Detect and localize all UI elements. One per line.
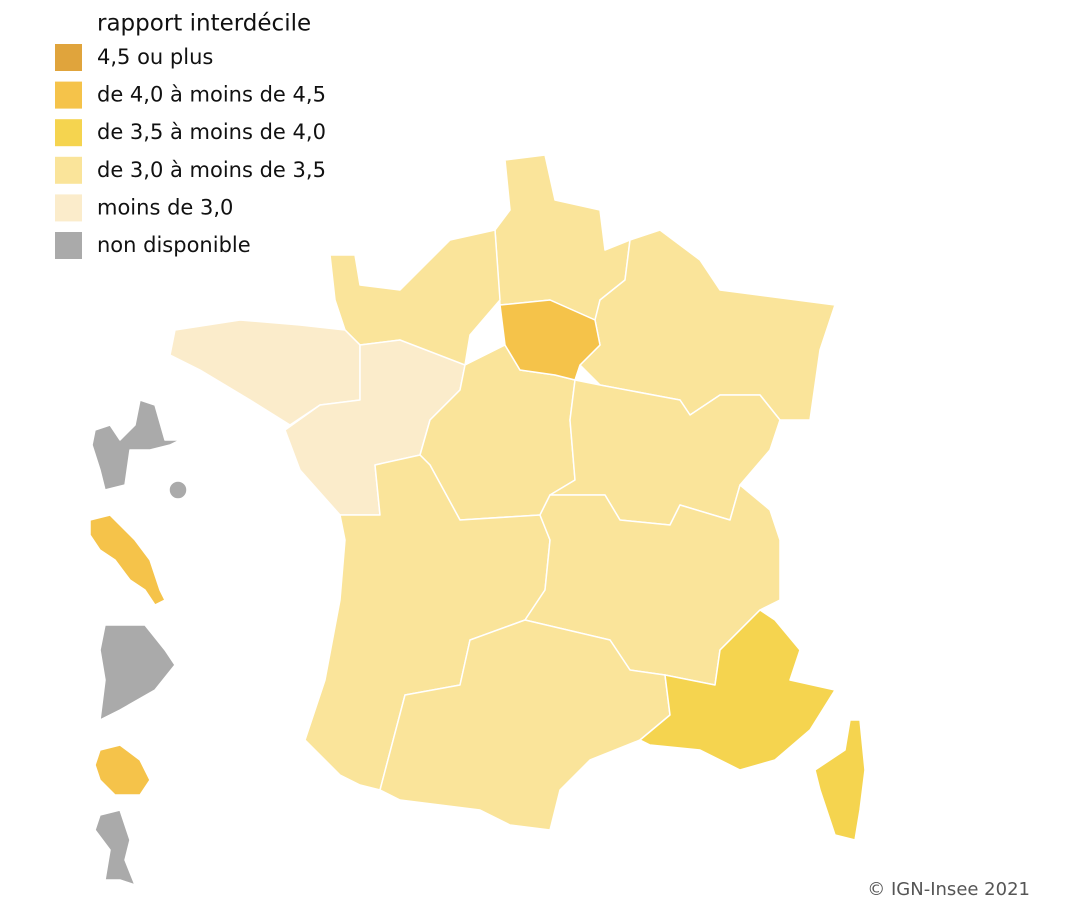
region (99, 624, 176, 721)
legend: rapport interdécile 4,5 ou plus de 4,0 à … (55, 11, 326, 259)
legend-label: de 4,0 à moins de 4,5 (97, 83, 326, 107)
legend-label: non disponible (97, 233, 251, 257)
region (499, 299, 601, 381)
region (94, 809, 136, 886)
region (639, 609, 836, 771)
legend-swatch (55, 232, 82, 259)
region (379, 619, 671, 831)
legend-swatch (55, 194, 82, 222)
region (89, 514, 166, 606)
regions (89, 154, 866, 886)
region (168, 480, 188, 500)
legend-label: de 3,5 à moins de 4,0 (97, 120, 326, 144)
legend-swatch (55, 119, 82, 147)
legend-swatch (55, 81, 82, 109)
legend-label: de 3,0 à moins de 3,5 (97, 158, 326, 182)
legend-label: moins de 3,0 (97, 195, 233, 219)
region (814, 719, 866, 841)
legend-title: rapport interdécile (97, 11, 311, 37)
legend-swatch (55, 44, 82, 71)
legend-swatch (55, 156, 82, 184)
region (91, 399, 181, 491)
legend-label: 4,5 ou plus (97, 45, 213, 69)
region (94, 744, 151, 796)
credit: © IGN-Insee 2021 (867, 879, 1030, 900)
